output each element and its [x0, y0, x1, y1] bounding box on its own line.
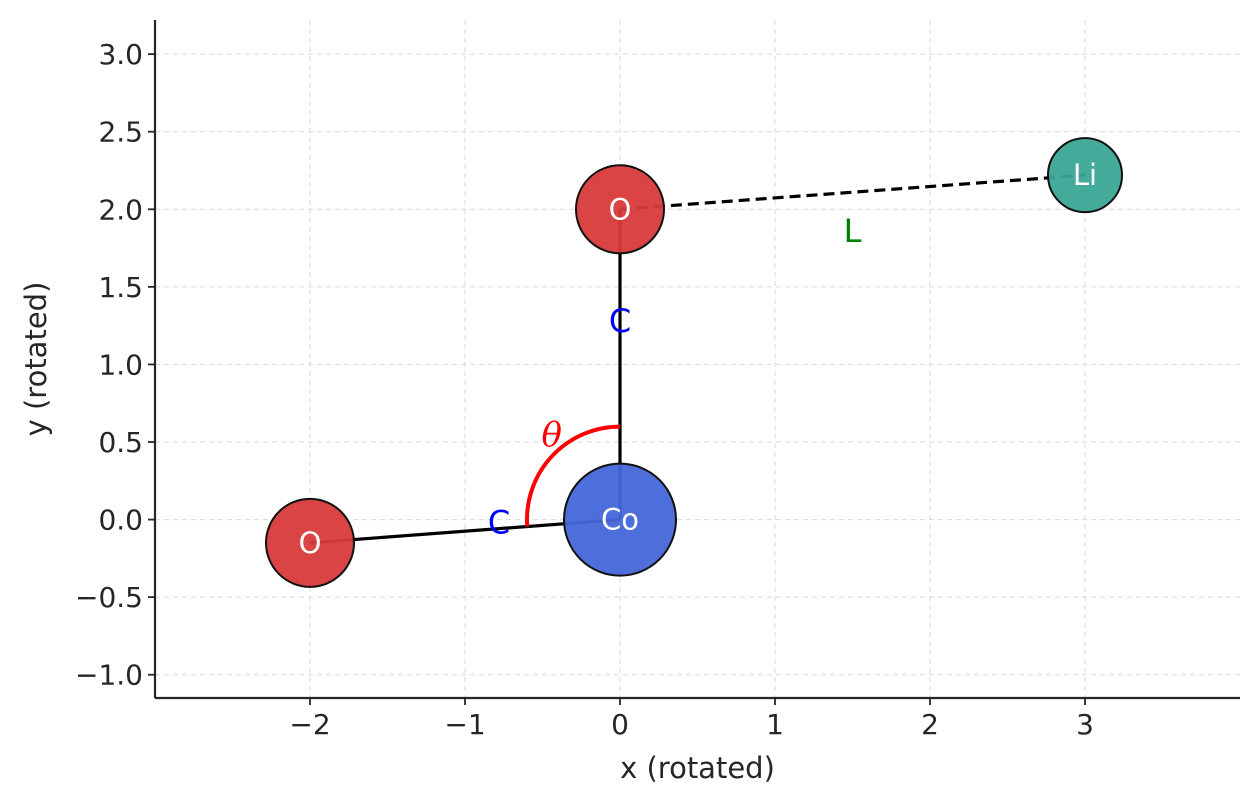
x-tick-label: 1 — [766, 708, 784, 741]
y-tick-label: 2.5 — [98, 116, 143, 149]
dashed-bond — [619, 173, 1086, 211]
angle-arc — [525, 424, 621, 527]
atom-label: Li — [1073, 158, 1097, 192]
x-axis-label: x (rotated) — [620, 751, 775, 785]
y-tick-label: 2.0 — [98, 193, 143, 226]
x-tick-label: −2 — [289, 708, 330, 741]
atom-label: Co — [601, 503, 639, 537]
y-tick-label: 1.5 — [98, 271, 143, 304]
bond-annotation: C — [609, 302, 631, 340]
atom-o: O — [575, 164, 665, 255]
atom-label: O — [609, 192, 632, 226]
atom-label: O — [299, 526, 322, 560]
y-tick-label: 0.5 — [98, 426, 143, 459]
atom-o: O — [265, 497, 355, 588]
atom-circle — [563, 462, 677, 577]
atom-co: Co — [563, 462, 677, 577]
bond-annotation: C — [488, 504, 510, 542]
y-tick-label: 1.0 — [98, 348, 143, 381]
y-tick-label: −0.5 — [75, 581, 143, 614]
atom-circle — [575, 164, 665, 255]
atom-li: Li — [1047, 137, 1123, 214]
bond-annotation: L — [844, 212, 862, 250]
y-tick-label: 0.0 — [98, 504, 143, 537]
y-tick-label: 3.0 — [98, 38, 143, 71]
y-axis-label: y (rotated) — [19, 282, 53, 437]
x-tick-label: 0 — [611, 708, 629, 741]
x-tick-label: 2 — [921, 708, 939, 741]
x-tick-label: −1 — [444, 708, 485, 741]
x-tick-label: 3 — [1076, 708, 1094, 741]
y-tick-label: −1.0 — [75, 659, 143, 692]
atom-circle — [265, 497, 355, 588]
angle-label: θ — [542, 415, 562, 455]
atom-circle — [1047, 137, 1123, 214]
